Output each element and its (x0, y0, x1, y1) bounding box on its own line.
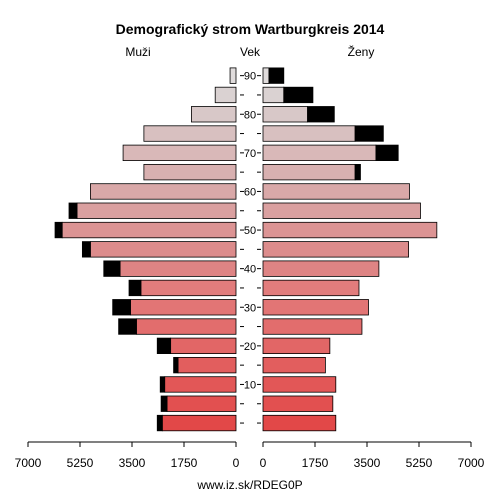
bar-women-45-49 (262, 241, 410, 258)
bar-women-80-84 (262, 106, 308, 123)
bar-men-55-59 (76, 202, 237, 219)
bar-women-15-19 (262, 356, 326, 374)
bar-women-35-39 (262, 279, 360, 297)
surplus-men-50-54 (54, 221, 63, 239)
bar-women-25-29 (262, 318, 363, 335)
bar-men-10-14 (164, 376, 237, 393)
chart-title: Demografický strom Wartburgkreis 2014 (116, 21, 385, 37)
surplus-women-65-69 (354, 163, 361, 181)
surplus-men-10-14 (159, 376, 166, 393)
surplus-women-75-79 (354, 125, 384, 142)
age-tick-label: 90 (244, 71, 256, 83)
bar-men-15-19 (177, 356, 237, 374)
bar-women-70-74 (262, 144, 377, 162)
surplus-men-15-19 (173, 356, 179, 374)
age-tick-label: 30 (244, 302, 256, 314)
x-tick-label-right: 5250 (406, 456, 433, 470)
axes-group: 10 20 30 40 50 60 70 80 90 7000 5250 3500 1750 0 0 1750… (15, 71, 485, 470)
surplus-men-0-4 (156, 414, 163, 432)
surplus-men-55-59 (68, 202, 78, 219)
surplus-women-85-89 (283, 86, 314, 104)
age-tick-label: 80 (244, 109, 256, 121)
bar-men-45-49 (90, 241, 237, 258)
bar-men-90-94 (229, 67, 237, 84)
x-tick-label-left: 3500 (119, 456, 146, 470)
surplus-men-45-49 (81, 241, 91, 258)
bar-men-60-64 (90, 183, 237, 200)
bar-women-75-79 (262, 125, 356, 142)
x-tick-label-right: 7000 (458, 456, 485, 470)
surplus-men-40-44 (103, 260, 121, 277)
bar-women-20-24 (262, 337, 331, 355)
bar-women-55-59 (262, 202, 421, 219)
age-tick-label: 40 (244, 264, 256, 276)
bar-men-20-24 (170, 337, 237, 355)
surplus-women-90-94 (268, 67, 285, 84)
center-label-age: Vek (240, 45, 261, 59)
surplus-men-5-9 (160, 395, 168, 412)
bar-men-5-9 (166, 395, 237, 412)
right-label-women: Ženy (348, 44, 375, 59)
age-tick-label: 70 (244, 148, 256, 160)
bar-women-50-54 (262, 221, 438, 239)
bar-women-65-69 (262, 163, 356, 181)
age-tick-label: 10 (244, 379, 256, 391)
x-tick-label-left: 1750 (171, 456, 198, 470)
bar-men-25-29 (136, 318, 237, 335)
bar-women-30-34 (262, 299, 369, 316)
left-label-men: Muži (125, 45, 150, 59)
x-tick-label-left: 0 (233, 456, 240, 470)
age-tick-label: 60 (244, 186, 256, 198)
surplus-men-20-24 (156, 337, 172, 355)
bar-men-50-54 (61, 221, 237, 239)
bar-women-10-14 (262, 376, 337, 393)
bar-men-75-79 (143, 125, 237, 142)
x-tick-label-right: 1750 (302, 456, 329, 470)
x-tick-label-left: 7000 (15, 456, 42, 470)
bar-women-5-9 (262, 395, 334, 412)
x-tick-label-right: 3500 (354, 456, 381, 470)
surplus-women-80-84 (307, 106, 335, 123)
bar-men-40-44 (119, 260, 237, 277)
age-tick-label: 20 (244, 341, 256, 353)
footer-url: www.iz.sk/RDEG0P (196, 478, 302, 492)
bar-women-85-89 (262, 86, 285, 104)
bar-women-90-94 (262, 67, 270, 84)
surplus-men-35-39 (128, 279, 142, 297)
age-tick-label: 50 (244, 225, 256, 237)
x-tick-label-left: 5250 (67, 456, 94, 470)
bar-men-70-74 (122, 144, 237, 162)
bar-men-85-89 (214, 86, 237, 104)
bar-men-35-39 (140, 279, 237, 297)
bar-men-80-84 (191, 106, 237, 123)
bar-men-30-34 (130, 299, 237, 316)
bar-men-0-4 (161, 414, 237, 432)
surplus-women-70-74 (375, 144, 399, 162)
bar-men-65-69 (143, 163, 237, 181)
surplus-men-30-34 (112, 299, 131, 316)
bar-women-60-64 (262, 183, 410, 200)
x-tick-label-right: 0 (260, 456, 267, 470)
bars-group (54, 67, 438, 432)
surplus-men-25-29 (118, 318, 137, 335)
bar-women-0-4 (262, 414, 337, 432)
bar-women-40-44 (262, 260, 380, 277)
